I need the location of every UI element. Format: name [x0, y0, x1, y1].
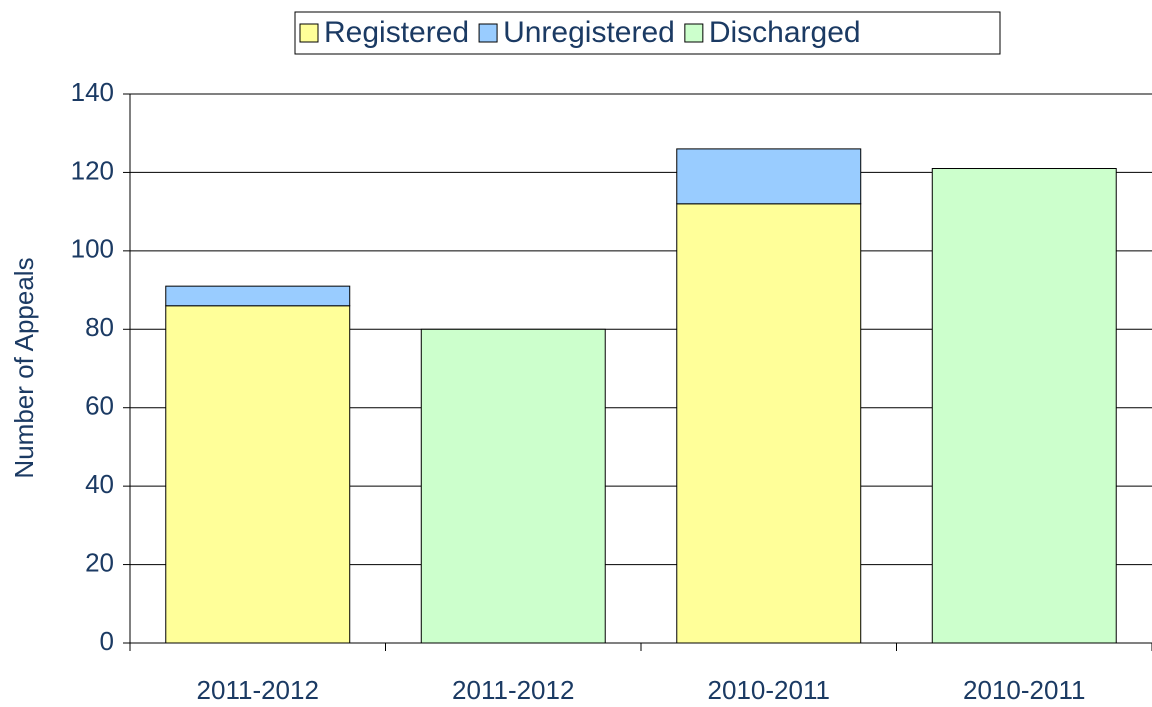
- bar-segment: [165, 305, 351, 644]
- x-tick-label: 2011-2012: [197, 675, 319, 705]
- y-tick-label: 140: [71, 77, 114, 107]
- bar-segment: [676, 148, 862, 205]
- x-tick-label: 2011-2012: [452, 675, 574, 705]
- y-tick-label: 120: [71, 155, 114, 185]
- legend-swatch: [684, 23, 704, 43]
- legend-box: [294, 11, 1001, 55]
- bar-segment: [420, 328, 606, 644]
- y-tick-label: 60: [85, 391, 114, 421]
- y-axis-label: Number of Appeals: [9, 257, 39, 478]
- legend-label: Discharged: [709, 16, 861, 49]
- y-tick-label: 40: [85, 469, 114, 499]
- legend-swatch: [478, 23, 498, 43]
- y-tick-label: 20: [85, 547, 114, 577]
- legend-swatch: [299, 23, 319, 43]
- legend-label: Unregistered: [503, 16, 675, 49]
- legend-label: Registered: [324, 16, 469, 49]
- bar-segment: [931, 168, 1117, 644]
- y-tick-label: 0: [100, 626, 114, 656]
- bar-segment: [676, 203, 862, 644]
- x-tick-label: 2010-2011: [708, 675, 830, 705]
- bar-segment: [165, 285, 351, 307]
- y-tick-label: 100: [71, 234, 114, 264]
- x-tick-label: 2010-2011: [963, 675, 1085, 705]
- y-tick-label: 80: [85, 312, 114, 342]
